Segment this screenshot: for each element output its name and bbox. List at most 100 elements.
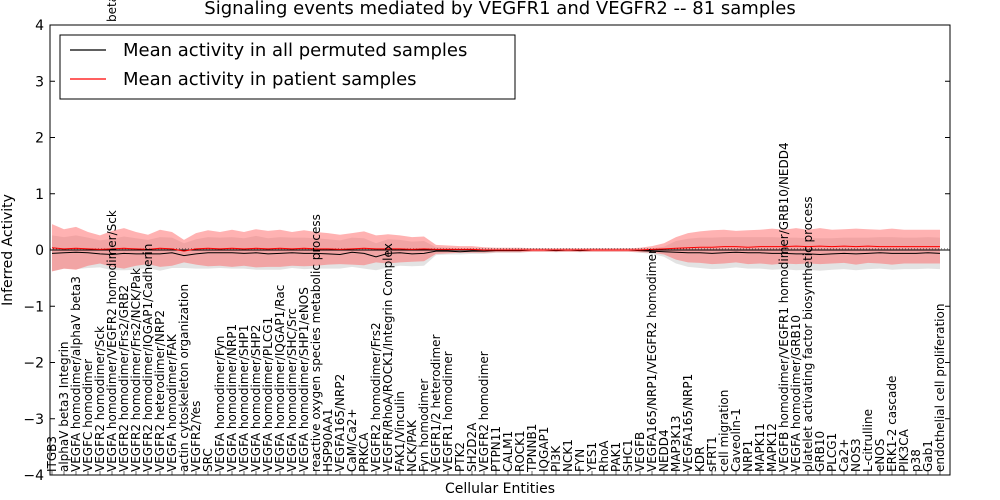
y-axis-label: Inferred Activity bbox=[0, 194, 16, 306]
x-tick-label: ROCK1 bbox=[513, 430, 527, 472]
x-tick-label: ERK1-2 cascade bbox=[885, 376, 899, 472]
x-tick-label: Fyn homodimer bbox=[417, 379, 431, 472]
x-tick-label: actin cytoskeleton organization bbox=[177, 284, 191, 472]
y-tick-label: −1 bbox=[23, 299, 44, 315]
y-tick-label: 1 bbox=[35, 187, 44, 203]
x-tick-label: Ca2+ bbox=[837, 439, 851, 472]
x-tick-label: alphaV beta3 Integrin bbox=[57, 341, 71, 472]
x-tick-label: GRB10 bbox=[813, 431, 827, 472]
x-tick-label: CALM1 bbox=[501, 431, 515, 472]
line-layer bbox=[50, 245, 950, 258]
x-tick-label: eNOS bbox=[873, 439, 887, 472]
x-tick-label: ITGB3 bbox=[45, 436, 59, 472]
x-tick-label: VEGFA homodimer/FAK bbox=[165, 333, 179, 472]
x-axis-label: Cellular Entities bbox=[445, 481, 555, 497]
x-tick-label: Gab1 bbox=[921, 440, 935, 472]
x-tick-label: SH2D2A bbox=[465, 422, 479, 472]
x-tick-label: VEGFA homodimer/SHC/Src bbox=[285, 308, 299, 472]
x-tick-label: VEGFR1/2 heterodimer bbox=[429, 334, 443, 472]
x-tick-label: VEGFA165/NRP1/VEGFR2 homodimer bbox=[645, 249, 659, 472]
x-tick-label: MAPK12 bbox=[765, 423, 779, 472]
x-tick-label: VEGFA homodimer/IQGAP1/Rac bbox=[273, 285, 287, 472]
x-tick-label: L-citrulline bbox=[861, 409, 875, 472]
x-tick-label: p38 bbox=[909, 449, 923, 472]
x-tick-label: MAPK11 bbox=[753, 423, 767, 472]
x-tick-label: VEGFA homodimer/PLCG1 bbox=[261, 317, 275, 472]
x-tick-label: MAP3K13 bbox=[669, 415, 683, 472]
x-tick-label: VEGFR2 homodimer/IQGAP1/Cadherin bbox=[141, 244, 155, 472]
y-tick-label: −2 bbox=[23, 356, 44, 372]
x-tick-label: VEGFR2/Yes bbox=[189, 401, 203, 472]
legend-box bbox=[59, 34, 516, 100]
x-tick-label: CaM/Ca2+ bbox=[345, 408, 359, 472]
top-clipped-label: beta-catenin bbox=[105, 0, 119, 22]
x-tick-label: NEDD4 bbox=[657, 429, 671, 472]
x-tick-label: RhoA bbox=[597, 440, 611, 472]
x-tick-label: PRKCA bbox=[357, 432, 371, 472]
x-tick-label: VEGFA homodimer/VEGFR2 homodimer/Sck bbox=[105, 210, 119, 472]
x-tick-label: VEGFA homodimer/alphaV beta3 bbox=[69, 276, 83, 472]
x-tick-label: PI3K bbox=[549, 445, 563, 472]
x-tick-label: VEGFR2 homodimer bbox=[477, 351, 491, 472]
y-tick-label: 2 bbox=[35, 131, 44, 147]
y-tick-label: 3 bbox=[35, 74, 44, 90]
x-tick-label: NRP1 bbox=[741, 440, 755, 472]
x-tick-label: VEGFA homodimer/Fyn bbox=[213, 336, 227, 472]
x-tick-label: VEGFR1 homodimer bbox=[441, 351, 455, 472]
x-tick-label: SRC bbox=[201, 448, 215, 472]
series-line-patient bbox=[51, 245, 940, 252]
x-tick-label: PTK2 bbox=[453, 442, 467, 472]
x-tick-label: SHC1 bbox=[621, 439, 635, 472]
x-tick-label: VEGFA165/NRP2 bbox=[333, 374, 347, 472]
x-tick-label: PAK1 bbox=[609, 442, 623, 472]
y-tick-label: 0 bbox=[35, 243, 44, 259]
x-tick-label: NOS3 bbox=[849, 438, 863, 472]
x-tick-label: VEGFA homodimer/NRP1 bbox=[225, 324, 239, 472]
x-tick-label: IQGAP1 bbox=[537, 427, 551, 472]
patient-band bbox=[52, 224, 940, 272]
x-tick-label: VEGFA homodimer/SHP2 bbox=[249, 325, 263, 472]
x-tick-label: VEGFR2 heterodimer/NRP2 bbox=[153, 310, 167, 472]
legend-label-patient: Mean activity in patient samples bbox=[123, 69, 417, 90]
band-layer bbox=[52, 224, 940, 272]
x-tick-label: FAK1/Vinculin bbox=[393, 391, 407, 472]
x-tick-label: HSP90AA1 bbox=[321, 408, 335, 472]
x-tick-label: VEGFR2 homodimer/Frs2/GRB2 bbox=[117, 285, 131, 472]
chart-title: Signaling events mediated by VEGFR1 and … bbox=[204, 0, 795, 19]
x-tick-label: VEGFR/RhoA/ROCK1/Integrin Complex bbox=[381, 243, 395, 472]
x-tick-label: PTPN11 bbox=[489, 426, 503, 472]
x-tick-label: endothelial cell proliferation bbox=[933, 304, 947, 472]
x-tick-label: PIK3CA bbox=[897, 428, 911, 472]
x-tick-label: VEGFA165/NRP1 bbox=[681, 374, 695, 472]
x-tick-label: VEGFB bbox=[633, 432, 647, 472]
x-tick-label: VEGFA homodimer/SHP1/eNOS bbox=[297, 287, 311, 472]
x-tick-label: reactive oxygen species metabolic proces… bbox=[309, 214, 323, 472]
x-tick-label: VEGFA homodimer/GRB10 bbox=[789, 315, 803, 472]
x-tick-label: VEGFA homodimer/SHP1 bbox=[237, 325, 251, 472]
legend-label-permuted: Mean activity in all permuted samples bbox=[123, 40, 467, 61]
series-line-permuted bbox=[51, 249, 941, 258]
y-tick-label: −4 bbox=[23, 468, 44, 484]
x-tick-label: YES1 bbox=[585, 442, 599, 473]
x-tick-label: VEGFR2 homodimer/Sck bbox=[93, 326, 107, 472]
x-tick-label: VEGFB homodimer/VEGFR1 homodimer/GRB10/N… bbox=[777, 142, 791, 472]
x-tick-label: platelet activating factor biosynthetic … bbox=[801, 196, 815, 472]
x-tick-label: TPNNB1 bbox=[525, 424, 539, 473]
x-tick-label: sFRT1 bbox=[705, 436, 719, 472]
x-tick-label: PLCG1 bbox=[825, 433, 839, 472]
legend: Mean activity in all permuted samples Me… bbox=[59, 34, 516, 100]
x-tick-label: VEGFC homodimer bbox=[81, 359, 95, 472]
y-tick-label: −3 bbox=[23, 412, 44, 428]
x-tick-label: NCK/PAK bbox=[405, 419, 419, 472]
x-tick-label: VEGFR2 homodimer/Frs2 bbox=[369, 322, 383, 472]
x-tick-label: VEGFR2 homodimer/Frs2/NCK/Pak bbox=[129, 268, 143, 472]
x-tick-label: Caveolin-1 bbox=[729, 408, 743, 472]
x-tick-label: cell migration bbox=[717, 390, 731, 472]
x-tick-label: KDR bbox=[693, 447, 707, 472]
y-tick-label: 4 bbox=[35, 18, 44, 34]
y-tick-layer: 4 3 2 1 0 −1 −2 −3 −4 bbox=[23, 18, 950, 484]
x-tick-label: FYN bbox=[573, 449, 587, 472]
x-tick-label: NCK1 bbox=[561, 439, 575, 472]
